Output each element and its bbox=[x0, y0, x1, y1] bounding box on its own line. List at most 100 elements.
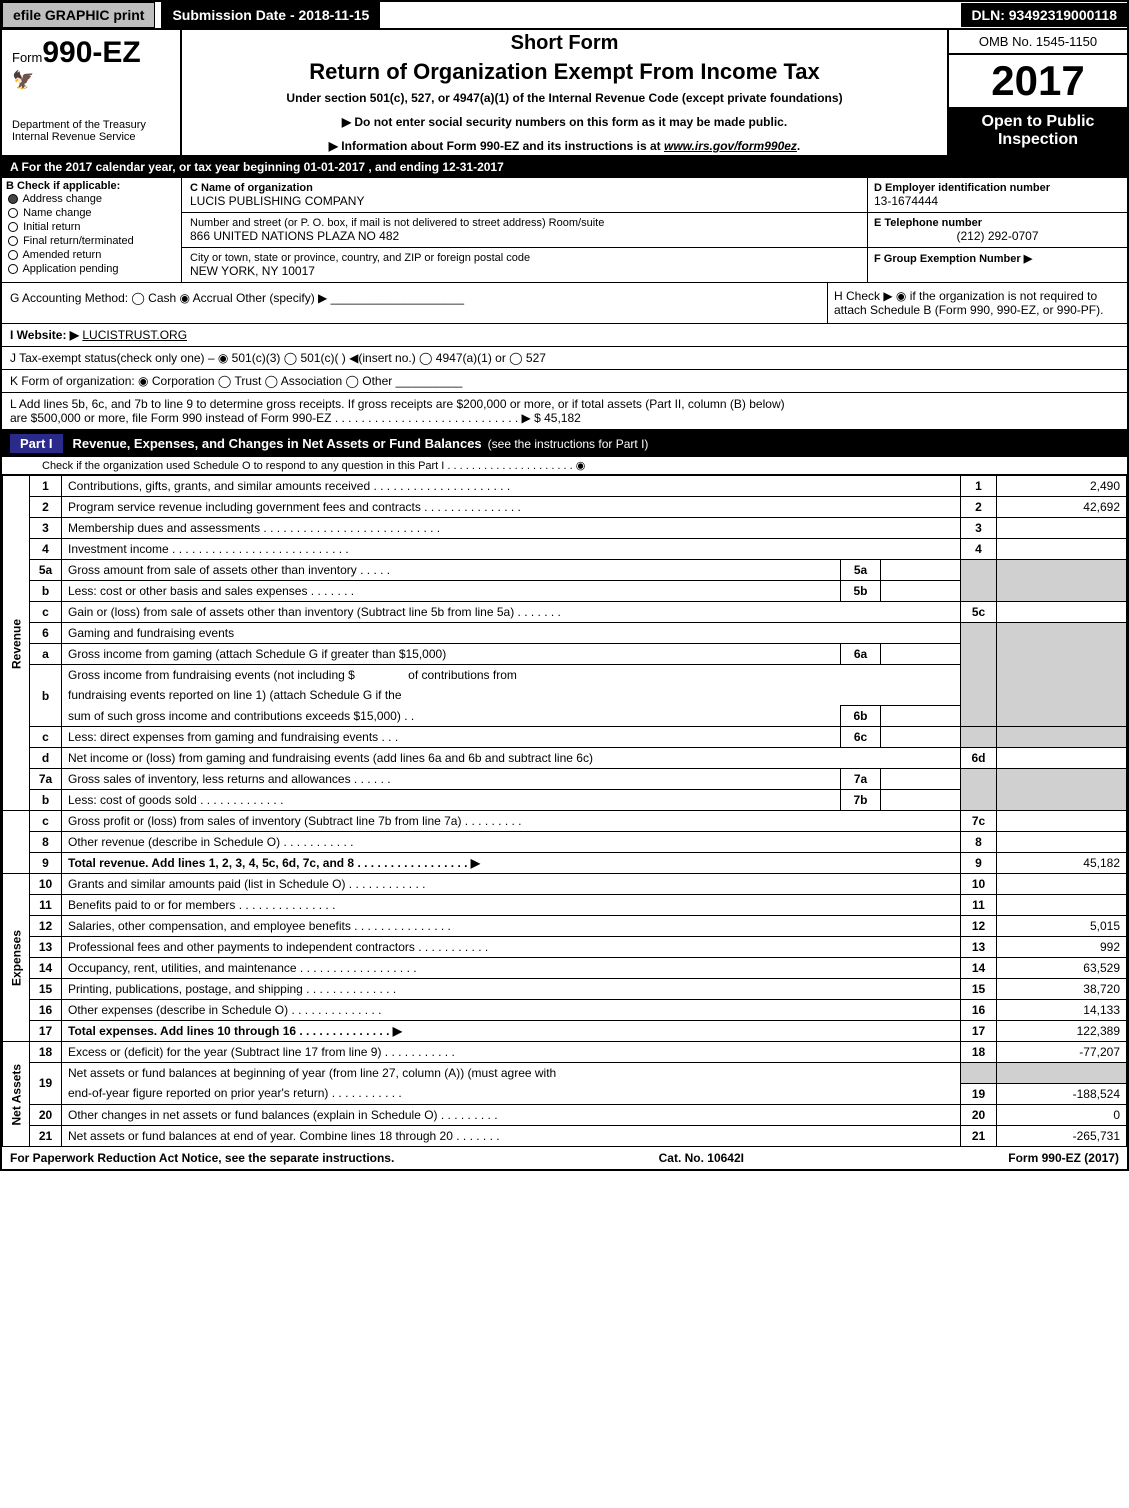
line-rn: 1 bbox=[961, 476, 997, 497]
line-rv: -77,207 bbox=[997, 1042, 1127, 1063]
checkbox-icon bbox=[8, 194, 18, 204]
form990ez-link[interactable]: www.irs.gov/form990ez bbox=[664, 139, 797, 153]
line-rv bbox=[997, 874, 1127, 895]
line-text: Other expenses (describe in Schedule O) … bbox=[62, 1000, 961, 1021]
line-num: 20 bbox=[30, 1104, 62, 1125]
tax-year: 2017 bbox=[949, 55, 1127, 107]
row-a-calendar-year: A For the 2017 calendar year, or tax yea… bbox=[2, 157, 1127, 178]
form-header: Form990-EZ 🦅 Department of the Treasury … bbox=[2, 30, 1127, 157]
line-num: 10 bbox=[30, 874, 62, 895]
form-prefix: Form bbox=[12, 50, 42, 65]
cb-name-change[interactable]: Name change bbox=[6, 206, 177, 220]
d-value: 13-1674444 bbox=[874, 194, 1121, 208]
cb-label: Address change bbox=[22, 193, 102, 205]
line-num: 19 bbox=[30, 1063, 62, 1105]
section-c: C Name of organization LUCIS PUBLISHING … bbox=[182, 178, 867, 282]
l-line-1: L Add lines 5b, 6c, and 7b to line 9 to … bbox=[10, 397, 1119, 411]
table-row: 5a Gross amount from sale of assets othe… bbox=[3, 560, 1127, 581]
t: of contributions from bbox=[408, 668, 517, 682]
dept-treasury: Department of the Treasury Internal Reve… bbox=[12, 119, 174, 143]
cb-amended-return[interactable]: Amended return bbox=[6, 248, 177, 262]
i-website-link[interactable]: LUCISTRUST.ORG bbox=[82, 328, 187, 342]
cb-label: Amended return bbox=[22, 249, 101, 261]
table-row: 20 Other changes in net assets or fund b… bbox=[3, 1104, 1127, 1125]
line-text: Program service revenue including govern… bbox=[62, 497, 961, 518]
line-text: Excess or (deficit) for the year (Subtra… bbox=[62, 1042, 961, 1063]
side-label-revenue: Revenue bbox=[3, 476, 30, 811]
cb-initial-return[interactable]: Initial return bbox=[6, 220, 177, 234]
form-page: efile GRAPHIC print Submission Date - 20… bbox=[0, 0, 1129, 1171]
label-address: Number and street (or P. O. box, if mail… bbox=[190, 217, 859, 229]
footer-right: Form 990-EZ (2017) bbox=[1008, 1151, 1119, 1165]
line-num: 5a bbox=[30, 560, 62, 581]
line-rn: 12 bbox=[961, 916, 997, 937]
f-label: F Group Exemption Number ▶ bbox=[874, 252, 1121, 265]
line-rn: 5c bbox=[961, 602, 997, 623]
line-num: 3 bbox=[30, 518, 62, 539]
line-rv bbox=[997, 811, 1127, 832]
header-center: Short Form Return of Organization Exempt… bbox=[182, 30, 947, 155]
line-rn: 16 bbox=[961, 1000, 997, 1021]
line-text: Gross sales of inventory, less returns a… bbox=[62, 769, 841, 790]
line-text: Contributions, gifts, grants, and simila… bbox=[62, 476, 961, 497]
line-num: b bbox=[30, 581, 62, 602]
table-row: 9 Total revenue. Add lines 1, 2, 3, 4, 5… bbox=[3, 853, 1127, 874]
org-name: LUCIS PUBLISHING COMPANY bbox=[190, 194, 859, 208]
line-text: Gain or (loss) from sale of assets other… bbox=[62, 602, 961, 623]
table-row: a Gross income from gaming (attach Sched… bbox=[3, 644, 1127, 665]
line-num: 2 bbox=[30, 497, 62, 518]
row-gh: G Accounting Method: ◯ Cash ◉ Accrual Ot… bbox=[2, 283, 1127, 324]
line-rn: 20 bbox=[961, 1104, 997, 1125]
line-num: 8 bbox=[30, 832, 62, 853]
cb-label: Initial return bbox=[23, 221, 80, 233]
table-row: end-of-year figure reported on prior yea… bbox=[3, 1083, 1127, 1104]
line-num: 1 bbox=[30, 476, 62, 497]
line-text: Less: cost or other basis and sales expe… bbox=[62, 581, 841, 602]
line-num: 21 bbox=[30, 1125, 62, 1146]
table-row: c Gross profit or (loss) from sales of i… bbox=[3, 811, 1127, 832]
line-rv bbox=[997, 518, 1127, 539]
line-text: Less: direct expenses from gaming and fu… bbox=[62, 727, 841, 748]
checkbox-icon bbox=[8, 208, 18, 218]
header-right: OMB No. 1545-1150 2017 Open to Public In… bbox=[947, 30, 1127, 155]
line-text: Benefits paid to or for members . . . . … bbox=[62, 895, 961, 916]
line-num: 12 bbox=[30, 916, 62, 937]
line-num: b bbox=[30, 790, 62, 811]
line-text: Gross income from gaming (attach Schedul… bbox=[62, 644, 841, 665]
cb-final-return[interactable]: Final return/terminated bbox=[6, 234, 177, 248]
line-rv bbox=[997, 748, 1127, 769]
mid-num: 7b bbox=[841, 790, 881, 811]
e-value: (212) 292-0707 bbox=[874, 229, 1121, 243]
table-row: b Gross income from fundraising events (… bbox=[3, 665, 1127, 686]
g-accounting-method: G Accounting Method: ◯ Cash ◉ Accrual Ot… bbox=[2, 283, 827, 323]
omb-number: OMB No. 1545-1150 bbox=[949, 30, 1127, 55]
line-num: 6 bbox=[30, 623, 62, 644]
part-1-sub: (see the instructions for Part I) bbox=[488, 437, 649, 451]
footer-center: Cat. No. 10642I bbox=[659, 1151, 744, 1165]
table-row: 6 Gaming and fundraising events bbox=[3, 623, 1127, 644]
table-row: 21 Net assets or fund balances at end of… bbox=[3, 1125, 1127, 1146]
d-label: D Employer identification number bbox=[874, 182, 1121, 194]
mid-num: 6a bbox=[841, 644, 881, 665]
i-website-row: I Website: ▶ LUCISTRUST.ORG bbox=[2, 324, 1127, 347]
line-num: 11 bbox=[30, 895, 62, 916]
l-line-2: are $500,000 or more, file Form 990 inst… bbox=[10, 411, 1119, 425]
return-title: Return of Organization Exempt From Incom… bbox=[192, 59, 937, 85]
irs-eagle-icon: 🦅 bbox=[12, 70, 174, 91]
table-row: 3 Membership dues and assessments . . . … bbox=[3, 518, 1127, 539]
section-b-title: B Check if applicable: bbox=[6, 180, 177, 192]
table-row: c Gain or (loss) from sale of assets oth… bbox=[3, 602, 1127, 623]
line-rn: 3 bbox=[961, 518, 997, 539]
cb-address-change[interactable]: Address change bbox=[6, 192, 177, 206]
line-rn: 10 bbox=[961, 874, 997, 895]
efile-print-button[interactable]: efile GRAPHIC print bbox=[2, 2, 155, 28]
line-text: Other revenue (describe in Schedule O) .… bbox=[62, 832, 961, 853]
cb-label: Name change bbox=[23, 207, 92, 219]
cb-application-pending[interactable]: Application pending bbox=[6, 262, 177, 276]
org-city: NEW YORK, NY 10017 bbox=[190, 264, 859, 278]
line-text: Occupancy, rent, utilities, and maintena… bbox=[62, 958, 961, 979]
table-row: 16 Other expenses (describe in Schedule … bbox=[3, 1000, 1127, 1021]
checkbox-icon bbox=[8, 236, 18, 246]
line-rv bbox=[997, 602, 1127, 623]
line-text: Other changes in net assets or fund bala… bbox=[62, 1104, 961, 1125]
